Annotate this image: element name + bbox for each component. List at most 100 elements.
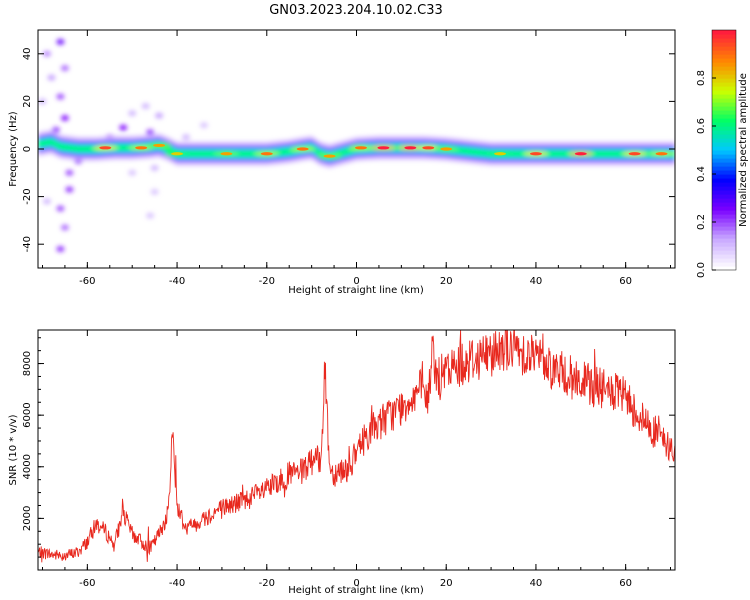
chart-title: GN03.2023.204.10.02.C33: [269, 3, 443, 18]
snr-x-tick-label: 0: [353, 578, 359, 589]
colorbar-strip: [712, 98, 736, 103]
colorbar-strip: [712, 86, 736, 91]
colorbar-strip: [712, 34, 736, 39]
colorbar-label: Normalized spectral amplitude: [738, 73, 749, 227]
spectrogram-x-tick-label: 40: [530, 276, 543, 287]
spectrogram-scatter-blob: [146, 129, 155, 136]
colorbar-strip: [712, 30, 736, 35]
colorbar-strip: [712, 38, 736, 43]
colorbar-strip: [712, 202, 736, 207]
spectrogram-y-axis-label: Frequency (Hz): [8, 111, 19, 187]
spectrogram-hotspot: [171, 152, 184, 156]
colorbar-strip: [712, 74, 736, 79]
spectrogram-scatter-blob: [155, 112, 164, 119]
spectrogram-scatter-blob: [128, 169, 137, 176]
spectrogram-blur-group: [38, 38, 675, 252]
spectrogram-hotspot: [99, 146, 112, 150]
spectrogram-scatter-blob: [56, 205, 65, 212]
spectrogram-y-ticks: -40 -20 0 20 40: [22, 47, 675, 252]
colorbar-strip: [712, 114, 736, 119]
snr-y-tick-label: 8000: [22, 351, 33, 376]
spectrogram-scatter-blob: [42, 198, 51, 205]
colorbar-gradient: [712, 30, 736, 271]
colorbar-strip: [712, 178, 736, 183]
colorbar-strip: [712, 130, 736, 135]
snr-panel: -60 -40 -20 0 20 40 60 2000 4000 6000 8000 Height…: [8, 329, 676, 596]
spectrogram-x-tick-label: 0: [353, 276, 359, 287]
spectrogram-scatter-blob: [47, 74, 56, 81]
colorbar-strip: [712, 138, 736, 143]
spectrogram-x-ticks: -60 -40 -20 0 20 40 60: [41, 30, 672, 287]
spectrogram-scatter-blob: [150, 165, 159, 172]
colorbar-strip: [712, 214, 736, 219]
spectrogram-scatter-blob: [182, 134, 191, 141]
colorbar-strip: [712, 210, 736, 215]
colorbar-ticks: 0.0 0.2 0.4 0.6 0.8: [696, 70, 716, 278]
snr-x-tick-label: -60: [79, 578, 95, 589]
colorbar-strip: [712, 230, 736, 235]
spectrogram-scatter-blob: [119, 124, 128, 131]
colorbar-strip: [712, 254, 736, 259]
colorbar-strip: [712, 198, 736, 203]
spectrogram-y-tick-label: 0: [22, 146, 33, 152]
spectrogram-scatter-blob: [56, 245, 65, 252]
colorbar-strip: [712, 258, 736, 263]
colorbar-strip: [712, 66, 736, 71]
colorbar-tick-label: 0.0: [696, 262, 707, 278]
colorbar-strip: [712, 50, 736, 55]
snr-y-tick-label: 2000: [22, 506, 33, 531]
spectrogram-scatter-blob: [150, 188, 159, 195]
spectrogram-panel: -60 -40 -20 0 20 40 60 -40 -20 0 20 40 Height of s…: [8, 29, 676, 296]
spectrogram-scatter-blob: [199, 122, 208, 129]
colorbar-strip: [712, 78, 736, 83]
spectrogram-scatter-blob: [42, 50, 51, 57]
colorbar-strip: [712, 94, 736, 99]
colorbar-strip: [712, 134, 736, 139]
spectrogram-hotspot: [404, 146, 417, 150]
colorbar-strip: [712, 150, 736, 155]
colorbar-strip: [712, 190, 736, 195]
snr-x-tick-label: 60: [619, 578, 632, 589]
colorbar-strip: [712, 238, 736, 243]
snr-x-tick-label: 40: [530, 578, 543, 589]
colorbar-strip: [712, 154, 736, 159]
snr-series-line: [38, 330, 675, 563]
spectrogram-hotspot: [153, 143, 166, 148]
colorbar-strip: [712, 250, 736, 255]
colorbar-strip: [712, 246, 736, 251]
colorbar: 0.0 0.2 0.4 0.6 0.8 Normalized spectral ampl…: [696, 29, 749, 278]
colorbar-tick-label: 0.4: [696, 166, 707, 182]
spectrogram-y-tick-label: 20: [22, 95, 33, 108]
spectrogram-x-tick-label: -20: [259, 276, 275, 287]
colorbar-strip: [712, 174, 736, 179]
snr-x-tick-label: 20: [440, 578, 453, 589]
colorbar-strip: [712, 146, 736, 151]
spectrogram-y-tick-label: -20: [22, 188, 33, 204]
colorbar-strip: [712, 110, 736, 115]
colorbar-tick-label: 0.8: [696, 70, 707, 86]
colorbar-strip: [712, 170, 736, 175]
spectrogram-scatter-blob: [56, 38, 65, 45]
spectrogram-scatter-blob: [141, 103, 150, 110]
snr-y-tick-label: 6000: [22, 402, 33, 427]
colorbar-strip: [712, 166, 736, 171]
spectrogram-hotspot: [440, 147, 453, 151]
colorbar-strip: [712, 186, 736, 191]
colorbar-strip: [712, 126, 736, 131]
spectrogram-hotspot: [377, 146, 390, 150]
snr-y-axis-label: SNR (10 * v/v): [8, 414, 19, 485]
colorbar-strip: [712, 262, 736, 267]
spectrogram-hotspot: [323, 154, 336, 158]
colorbar-tick-label: 0.6: [696, 118, 707, 134]
colorbar-strip: [712, 54, 736, 59]
spectrogram-scatter-blob: [60, 224, 69, 231]
spectrogram-hotspot: [574, 152, 587, 156]
colorbar-strip: [712, 46, 736, 51]
colorbar-strip: [712, 206, 736, 211]
colorbar-strip: [712, 226, 736, 231]
spectrogram-scatter-blob: [60, 115, 69, 122]
spectrogram-scatter-blob: [146, 212, 155, 219]
colorbar-strip: [712, 102, 736, 107]
spectrogram-scatter-blob: [56, 93, 65, 100]
